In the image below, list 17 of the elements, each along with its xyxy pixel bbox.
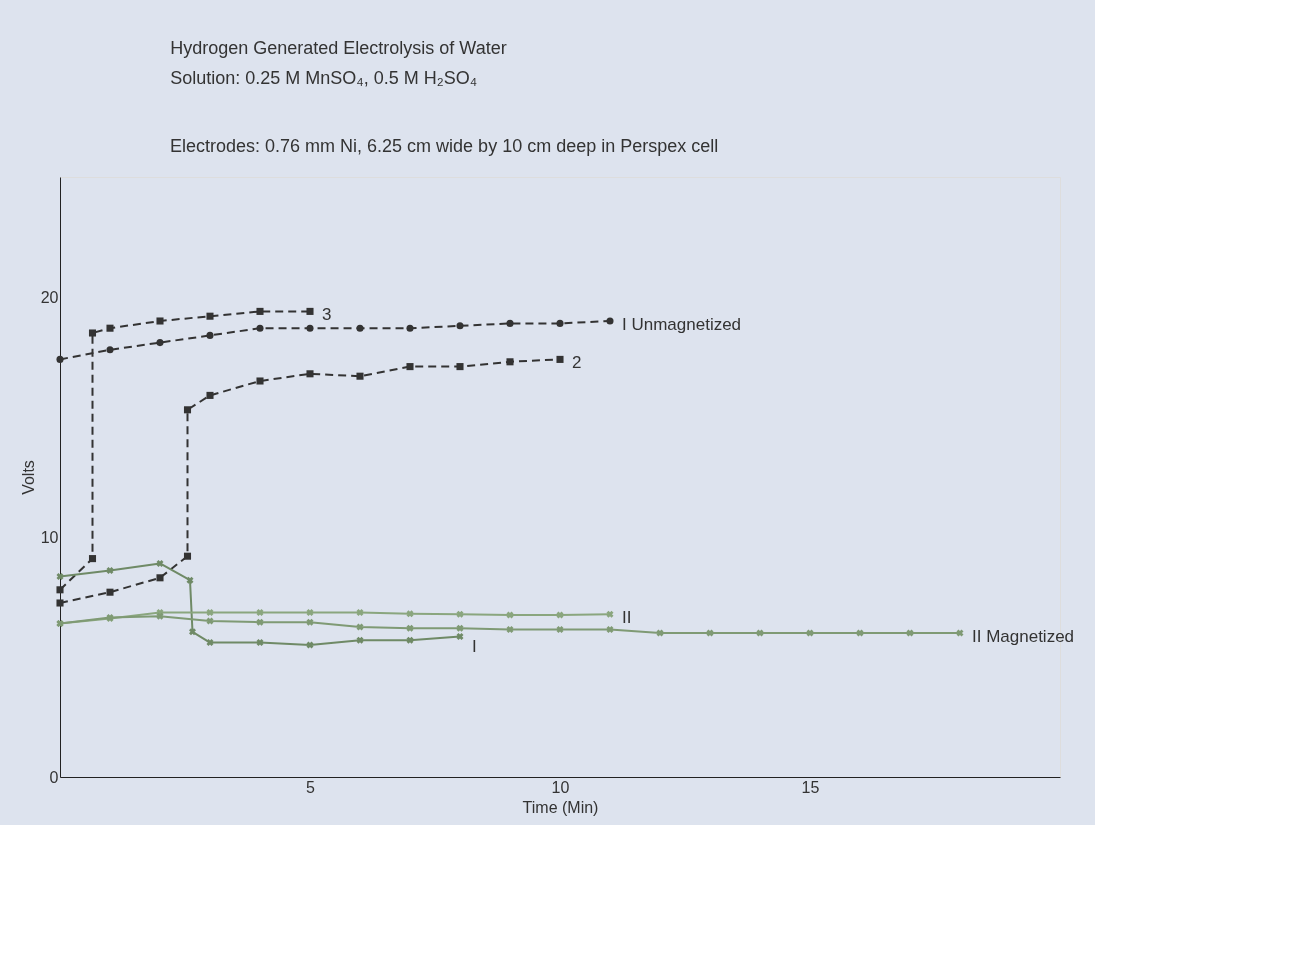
y-axis-title: Volts bbox=[19, 460, 37, 495]
series-label: II Magnetized bbox=[972, 627, 1075, 646]
y-tick-label: 10 bbox=[40, 528, 59, 546]
y-tick-label: 0 bbox=[49, 768, 59, 786]
text: Electrodes: 0.76 mm Ni, 6.25 cm wide by 10 cm deep in Perspex cell bbox=[170, 136, 719, 156]
chart-subtitle: Solution: 0.25 M MnSO₄, 0.5 M H₂SO₄ bbox=[170, 68, 478, 88]
x-axis-title: Time (Min) bbox=[522, 798, 599, 816]
x-tick-label: 15 bbox=[801, 778, 820, 796]
y-tick-label: 20 bbox=[40, 288, 59, 306]
x-tick-label: 5 bbox=[306, 778, 316, 796]
series-label: 2 bbox=[572, 353, 582, 373]
x-tick-label: 10 bbox=[551, 778, 570, 796]
series-label: 3 bbox=[322, 305, 332, 325]
chart-title: Hydrogen Generated Electrolysis of Water bbox=[170, 38, 507, 58]
series-label: II bbox=[622, 608, 632, 628]
series-label: I bbox=[472, 636, 477, 656]
series-label: I Unmagnetized bbox=[622, 315, 742, 334]
